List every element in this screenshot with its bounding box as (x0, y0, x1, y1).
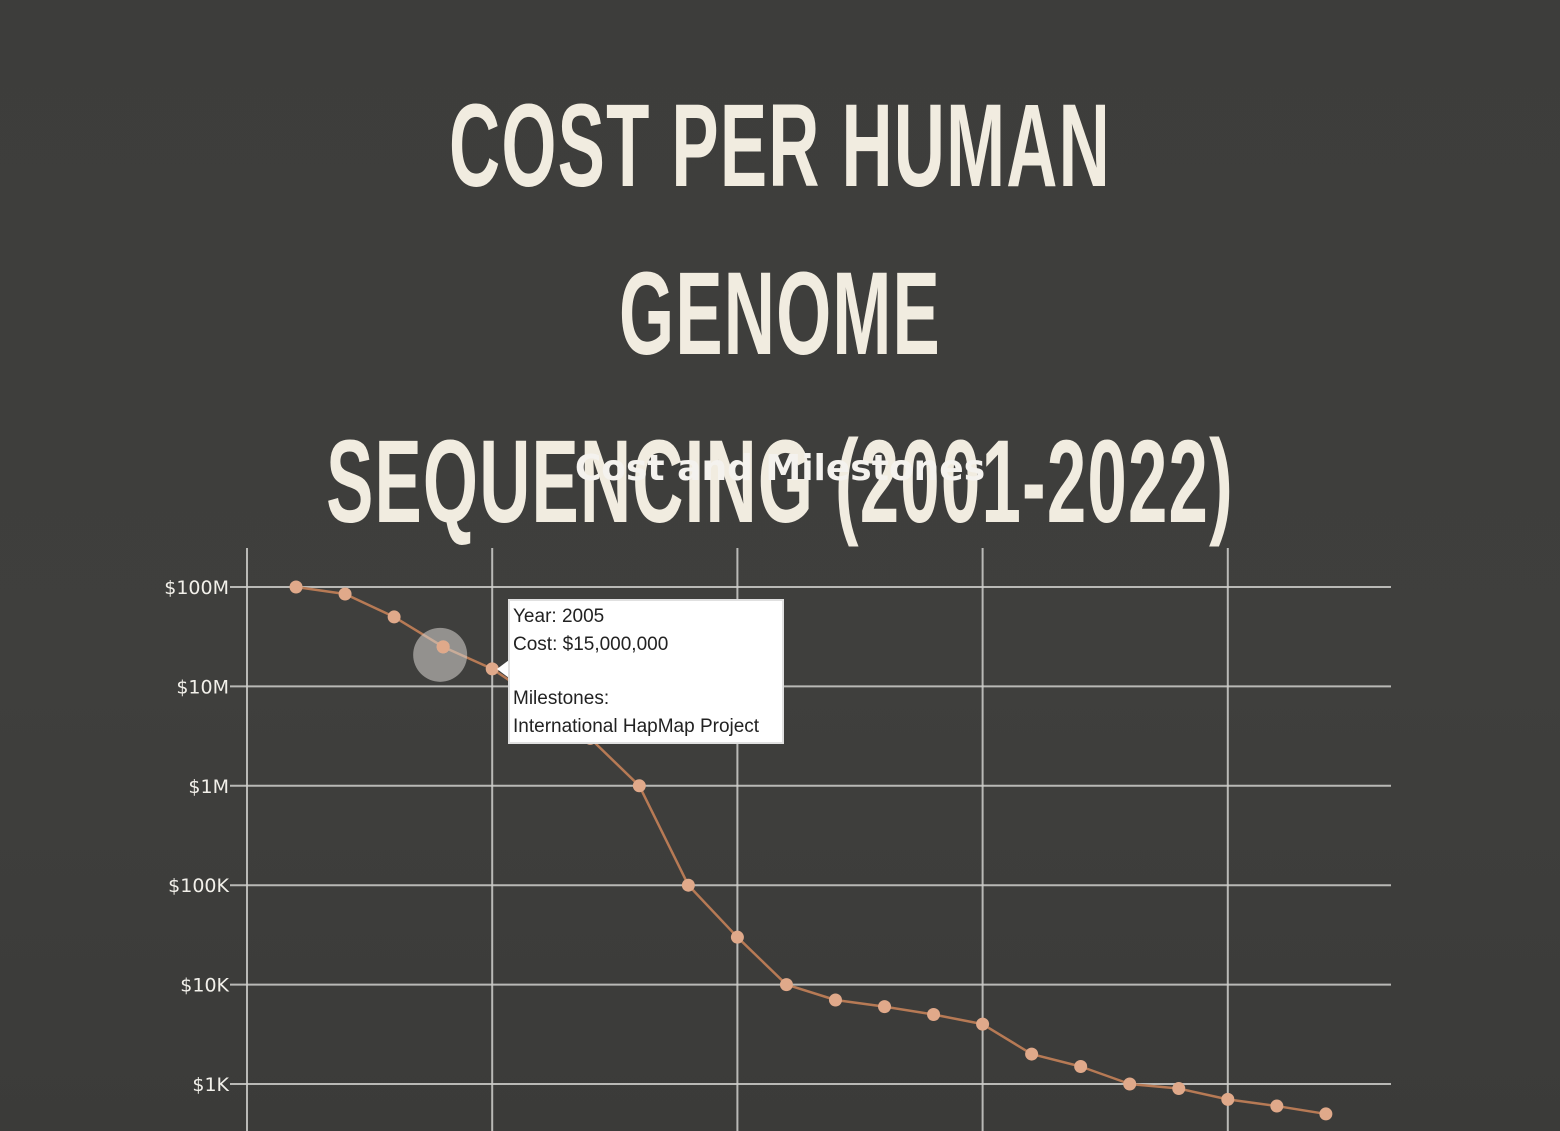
data-point[interactable] (878, 1000, 892, 1014)
grid-layer (230, 548, 1391, 1131)
data-point[interactable] (779, 978, 793, 992)
data-point[interactable] (632, 779, 646, 793)
tooltip-pointer (497, 660, 509, 678)
y-tick-label: $100M (164, 577, 229, 599)
y-axis-labels: $100M $10M $1M $100K $10K $1K (164, 577, 229, 1096)
data-point[interactable] (1172, 1082, 1186, 1096)
y-tick-label: $100K (168, 875, 229, 897)
tooltip-milestones-value: International HapMap Project (513, 715, 760, 737)
chart-title: Cost and Milestones (574, 448, 986, 489)
y-tick-label: $10M (176, 676, 229, 698)
tooltip-milestones-label: Milestones: (513, 688, 610, 709)
y-tick-label: $1M (188, 776, 229, 798)
data-point[interactable] (1025, 1047, 1039, 1061)
data-point[interactable] (289, 580, 303, 594)
data-point[interactable] (976, 1017, 990, 1031)
data-point[interactable] (681, 878, 695, 892)
data-point[interactable] (1074, 1059, 1088, 1073)
data-point[interactable] (1123, 1077, 1137, 1091)
y-tick-label: $1K (192, 1074, 229, 1096)
tooltip-spacer (513, 658, 779, 685)
cost-series-line (295, 585, 1327, 1116)
y-tick-label: $10K (180, 975, 229, 997)
slide-title: COST PER HUMAN GENOME SEQUENCING (2001-2… (0, 62, 1560, 566)
data-point[interactable] (730, 930, 744, 944)
tooltip-year: Year: 2005 (513, 606, 605, 627)
data-point[interactable] (485, 662, 499, 676)
data-point[interactable] (387, 610, 401, 624)
hover-tooltip: Year: 2005 Cost: $15,000,000 Milestones:… (508, 599, 784, 744)
hover-highlight (413, 627, 468, 682)
data-point[interactable] (1319, 1107, 1333, 1121)
data-point[interactable] (1270, 1099, 1284, 1113)
hovered-data-point (436, 640, 450, 654)
series-layer (295, 585, 1327, 1116)
data-point[interactable] (1221, 1092, 1235, 1106)
data-point[interactable] (338, 587, 352, 601)
slide-title-line-1: COST PER HUMAN GENOME (449, 80, 1111, 380)
slide-title-line-2: SEQUENCING (2001-2022) (326, 416, 1234, 548)
marker-layer (289, 580, 1333, 1121)
data-point[interactable] (927, 1008, 941, 1022)
tooltip-cost: Cost: $15,000,000 (513, 633, 669, 655)
data-point[interactable] (828, 993, 842, 1007)
